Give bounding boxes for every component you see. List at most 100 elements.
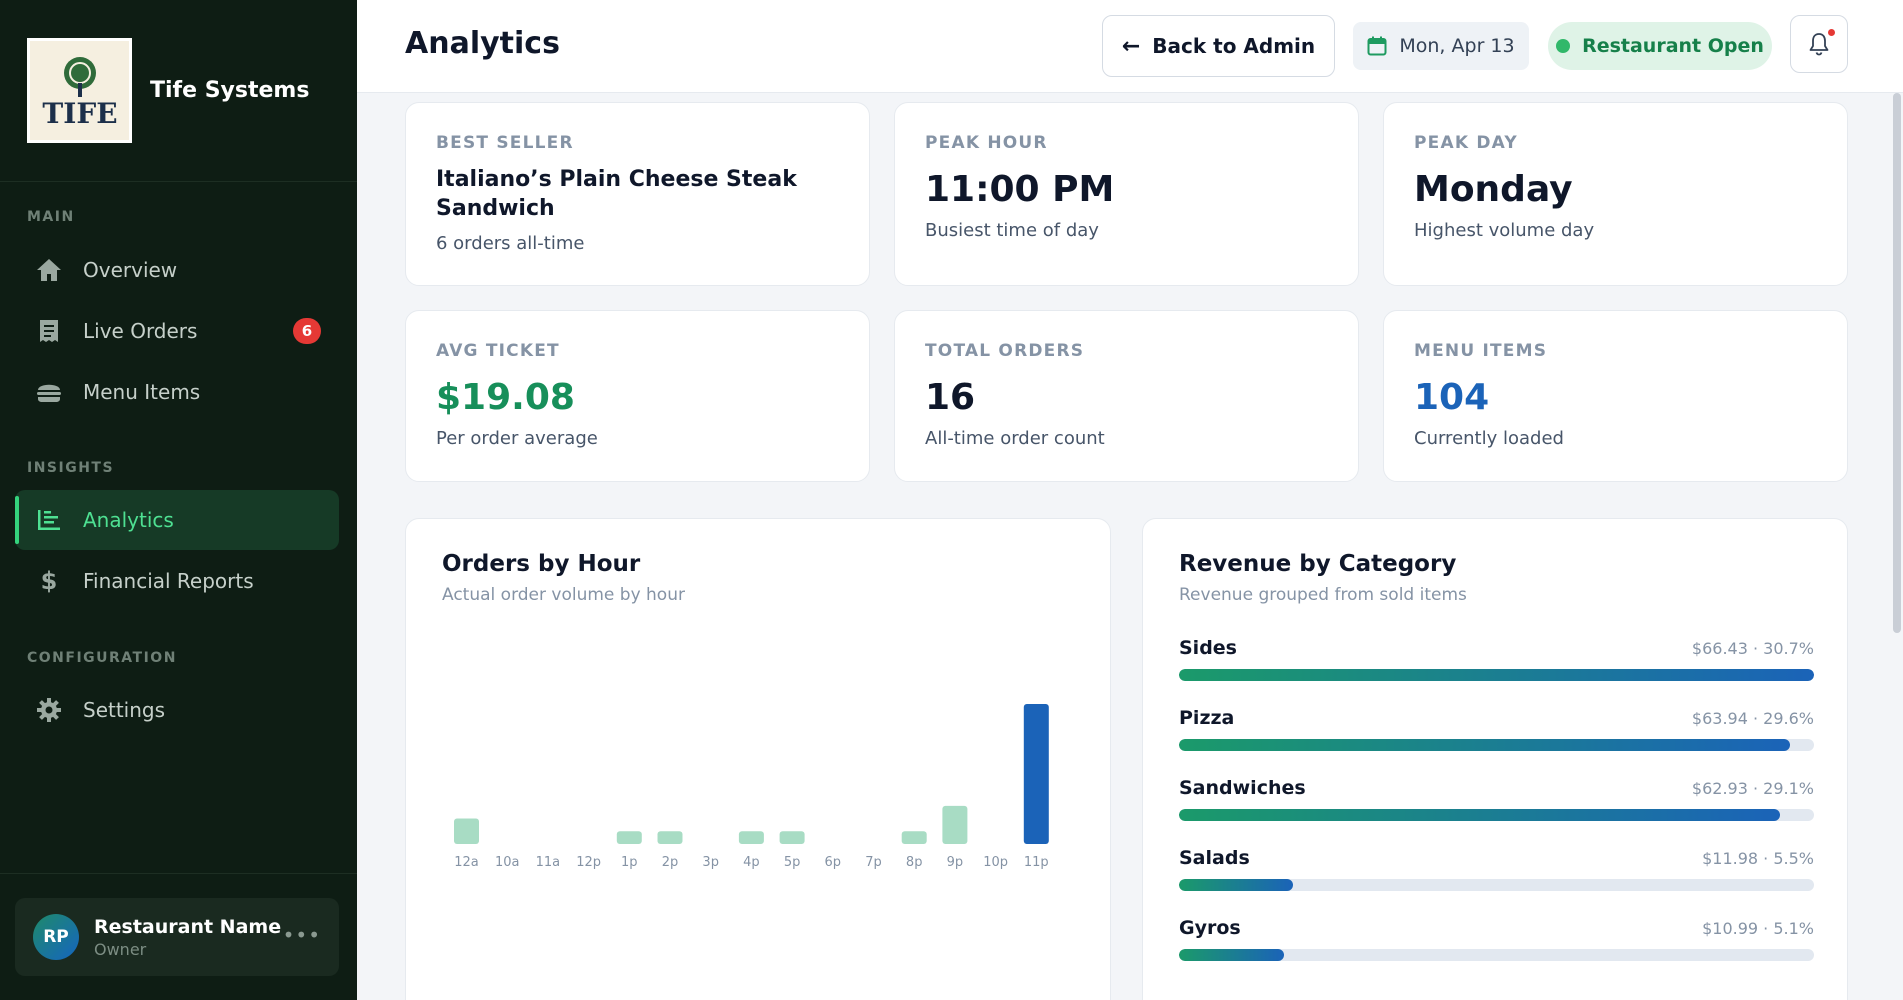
bar-5p[interactable] bbox=[779, 831, 805, 844]
panel-subtitle: Actual order volume by hour bbox=[442, 585, 685, 605]
category-name: Pizza bbox=[1179, 707, 1235, 729]
x-tick-label: 8p bbox=[906, 855, 923, 870]
x-tick-label: 2p bbox=[662, 855, 679, 870]
sidebar-item-financial-reports[interactable]: $ Financial Reports bbox=[15, 551, 339, 611]
stat-value: Monday bbox=[1414, 169, 1573, 210]
x-tick-label: 9p bbox=[947, 855, 964, 870]
x-tick-label: 1p bbox=[621, 855, 638, 870]
x-tick-label: 7p bbox=[865, 855, 882, 870]
stat-label: PEAK DAY bbox=[1414, 133, 1518, 153]
stat-subtext: Currently loaded bbox=[1414, 428, 1564, 449]
orders-by-hour-panel: 12a 10a 11a 12p 1p 2p 3p 4p 5p 6p 7p 8p 9p 10p 11p Ord… bbox=[405, 518, 1111, 1000]
bar-chart-icon bbox=[35, 506, 63, 534]
sidebar-item-label: Overview bbox=[83, 258, 178, 282]
status-dot-icon bbox=[1556, 39, 1571, 53]
sidebar-item-settings[interactable]: Settings bbox=[15, 680, 339, 740]
section-label-insights: INSIGHTS bbox=[27, 460, 115, 476]
sidebar-item-menu-items[interactable]: Menu Items bbox=[15, 362, 339, 422]
stat-subtext: Per order average bbox=[436, 428, 598, 449]
more-options-icon[interactable]: ••• bbox=[282, 923, 321, 947]
sidebar-item-analytics[interactable]: Analytics bbox=[15, 490, 339, 550]
category-bar-track bbox=[1179, 809, 1814, 821]
scrollbar-thumb[interactable] bbox=[1893, 93, 1901, 633]
stat-value: 104 bbox=[1414, 377, 1490, 418]
category-row: Sides $66.43 · 30.7% bbox=[1179, 637, 1814, 681]
sidebar-item-label: Menu Items bbox=[83, 380, 201, 404]
category-value: $10.99 · 5.1% bbox=[1702, 919, 1814, 938]
brand-name: Tife Systems bbox=[150, 78, 310, 103]
category-bar-fill bbox=[1179, 809, 1781, 821]
stat-label: PEAK HOUR bbox=[925, 133, 1048, 153]
stat-card-total-orders: TOTAL ORDERS 16 All-time order count bbox=[894, 310, 1359, 482]
dollar-icon: $ bbox=[40, 567, 58, 595]
x-tick-label: 10a bbox=[495, 855, 520, 870]
x-tick-label: 12p bbox=[576, 855, 601, 870]
stat-card-avg-ticket: AVG TICKET $19.08 Per order average bbox=[405, 310, 870, 482]
receipt-icon bbox=[35, 317, 63, 345]
category-name: Sides bbox=[1179, 637, 1237, 659]
user-name: Restaurant Name bbox=[94, 915, 282, 938]
stat-label: BEST SELLER bbox=[436, 133, 574, 153]
category-name: Sandwiches bbox=[1179, 777, 1306, 799]
x-tick-label: 4p bbox=[743, 855, 760, 870]
sidebar-item-label: Financial Reports bbox=[83, 569, 254, 593]
stat-value: $19.08 bbox=[436, 377, 575, 418]
category-name: Gyros bbox=[1179, 917, 1241, 939]
bar-9p[interactable] bbox=[942, 805, 968, 844]
bar-11p[interactable] bbox=[1023, 704, 1049, 844]
notifications-button[interactable] bbox=[1790, 15, 1848, 73]
restaurant-status-text: Restaurant Open bbox=[1582, 35, 1764, 57]
category-bar-track bbox=[1179, 669, 1814, 681]
revenue-by-category-panel: Revenue by Category Revenue grouped from… bbox=[1142, 518, 1848, 1000]
stat-subtext: All-time order count bbox=[925, 428, 1105, 449]
stat-card-peak-day: PEAK DAY Monday Highest volume day bbox=[1383, 102, 1848, 286]
bar-8p[interactable] bbox=[901, 831, 927, 844]
stat-subtext: Busiest time of day bbox=[925, 220, 1099, 241]
bar-2p[interactable] bbox=[657, 831, 683, 844]
burger-icon bbox=[35, 378, 63, 406]
notification-dot bbox=[1828, 29, 1835, 36]
category-bar-track bbox=[1179, 879, 1814, 891]
user-info: Restaurant Name Owner bbox=[94, 916, 281, 959]
category-value: $11.98 · 5.5% bbox=[1702, 849, 1814, 868]
category-value: $63.94 · 29.6% bbox=[1691, 709, 1814, 728]
section-label-configuration: CONFIGURATION bbox=[27, 650, 177, 666]
category-bar-fill bbox=[1179, 949, 1284, 961]
category-name: Salads bbox=[1179, 847, 1250, 869]
live-orders-badge: 6 bbox=[293, 318, 321, 344]
x-tick-label: 3p bbox=[702, 855, 719, 870]
page-title: Analytics bbox=[405, 26, 560, 61]
back-to-admin-label: Back to Admin bbox=[1152, 34, 1316, 58]
category-bar-track bbox=[1179, 949, 1814, 961]
sidebar-item-label: Live Orders bbox=[83, 319, 198, 343]
sidebar-item-label: Analytics bbox=[83, 508, 174, 532]
stat-value: 16 bbox=[925, 377, 976, 418]
restaurant-status-badge[interactable]: Restaurant Open bbox=[1548, 22, 1772, 70]
category-value: $62.93 · 29.1% bbox=[1691, 779, 1814, 798]
logo-text: TIFE bbox=[42, 97, 117, 130]
x-tick-label: 12a bbox=[454, 855, 479, 870]
back-to-admin-button[interactable]: ← Back to Admin bbox=[1102, 15, 1335, 77]
bar-1p[interactable] bbox=[616, 831, 642, 844]
gear-icon bbox=[35, 696, 63, 724]
sidebar-item-overview[interactable]: Overview bbox=[15, 240, 339, 300]
category-value: $66.43 · 30.7% bbox=[1691, 639, 1814, 658]
brand-header: TIFE Tife Systems bbox=[0, 0, 357, 182]
section-label-main: MAIN bbox=[27, 209, 75, 225]
stat-value: Italiano’s Plain Cheese Steak Sandwich bbox=[436, 167, 797, 221]
bell-icon bbox=[1808, 32, 1830, 56]
home-icon bbox=[35, 256, 63, 284]
user-profile[interactable]: RP Restaurant Name Owner ••• bbox=[15, 898, 339, 976]
bar-12a[interactable] bbox=[454, 818, 479, 844]
avatar: RP bbox=[33, 914, 79, 960]
bar-4p[interactable] bbox=[738, 831, 764, 844]
category-row: Sandwiches $62.93 · 29.1% bbox=[1179, 777, 1814, 821]
stat-subtext: 6 orders all-time bbox=[436, 233, 585, 254]
category-bar-fill bbox=[1179, 669, 1814, 681]
category-row: Gyros $10.99 · 5.1% bbox=[1179, 917, 1814, 961]
brand-logo[interactable]: TIFE bbox=[27, 38, 132, 143]
x-tick-label: 11p bbox=[1024, 855, 1049, 870]
sidebar-item-live-orders[interactable]: Live Orders 6 bbox=[15, 301, 339, 361]
sidebar-item-label: Settings bbox=[83, 698, 166, 722]
stat-value: 11:00 PM bbox=[925, 169, 1115, 210]
